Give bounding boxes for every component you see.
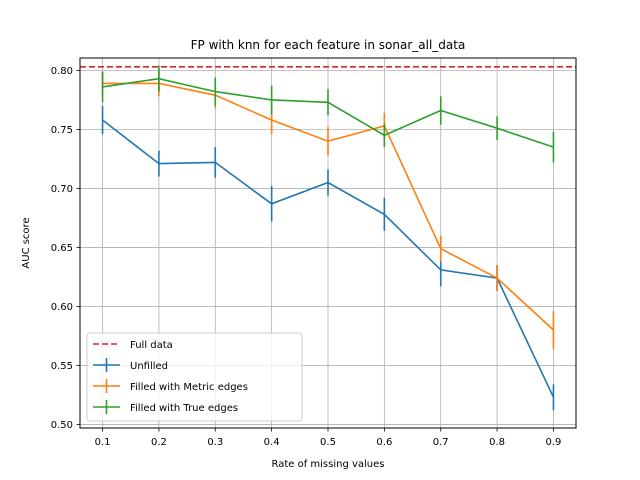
y-tick-label: 0.80: [51, 66, 73, 77]
x-tick-label: 0.3: [207, 437, 223, 448]
x-tick-label: 0.1: [95, 437, 111, 448]
x-tick-label: 0.6: [376, 437, 392, 448]
y-tick-label: 0.55: [51, 361, 73, 372]
legend-label: Full data: [130, 340, 173, 351]
x-tick-label: 0.4: [264, 437, 280, 448]
x-axis: 0.1 0.2 0.3 0.4 0.5 0.6 0.7 0.8 0.9: [95, 428, 562, 448]
y-tick-label: 0.60: [51, 302, 73, 313]
y-tick-label: 0.65: [51, 243, 73, 254]
y-axis: 0.50 0.55 0.60 0.65 0.70 0.75 0.80: [51, 66, 80, 431]
series-layer: [101, 65, 555, 411]
series-0: [101, 105, 555, 411]
legend-label: Filled with Metric edges: [130, 382, 248, 393]
y-tick-label: 0.50: [51, 420, 73, 431]
legend: Full data Unfilled Filled with Metric edge…: [86, 332, 303, 422]
y-tick-label: 0.75: [51, 125, 73, 136]
x-tick-label: 0.5: [320, 437, 336, 448]
legend-handle: [93, 379, 120, 393]
y-tick-label: 0.70: [51, 184, 73, 195]
x-tick-label: 0.7: [433, 437, 449, 448]
legend-handle: [93, 400, 120, 414]
x-tick-label: 0.2: [151, 437, 167, 448]
legend-box: [86, 332, 303, 422]
y-axis-label: AUC score: [21, 217, 32, 268]
x-axis-label: Rate of missing values: [271, 459, 384, 470]
x-tick-label: 0.9: [546, 437, 562, 448]
x-tick-label: 0.8: [489, 437, 505, 448]
legend-label: Filled with True edges: [130, 403, 238, 414]
series-2: [101, 65, 555, 163]
legend-handle: [93, 358, 120, 372]
legend-label: Unfilled: [130, 361, 168, 372]
chart-title: FP with knn for each feature in sonar_al…: [191, 38, 466, 52]
